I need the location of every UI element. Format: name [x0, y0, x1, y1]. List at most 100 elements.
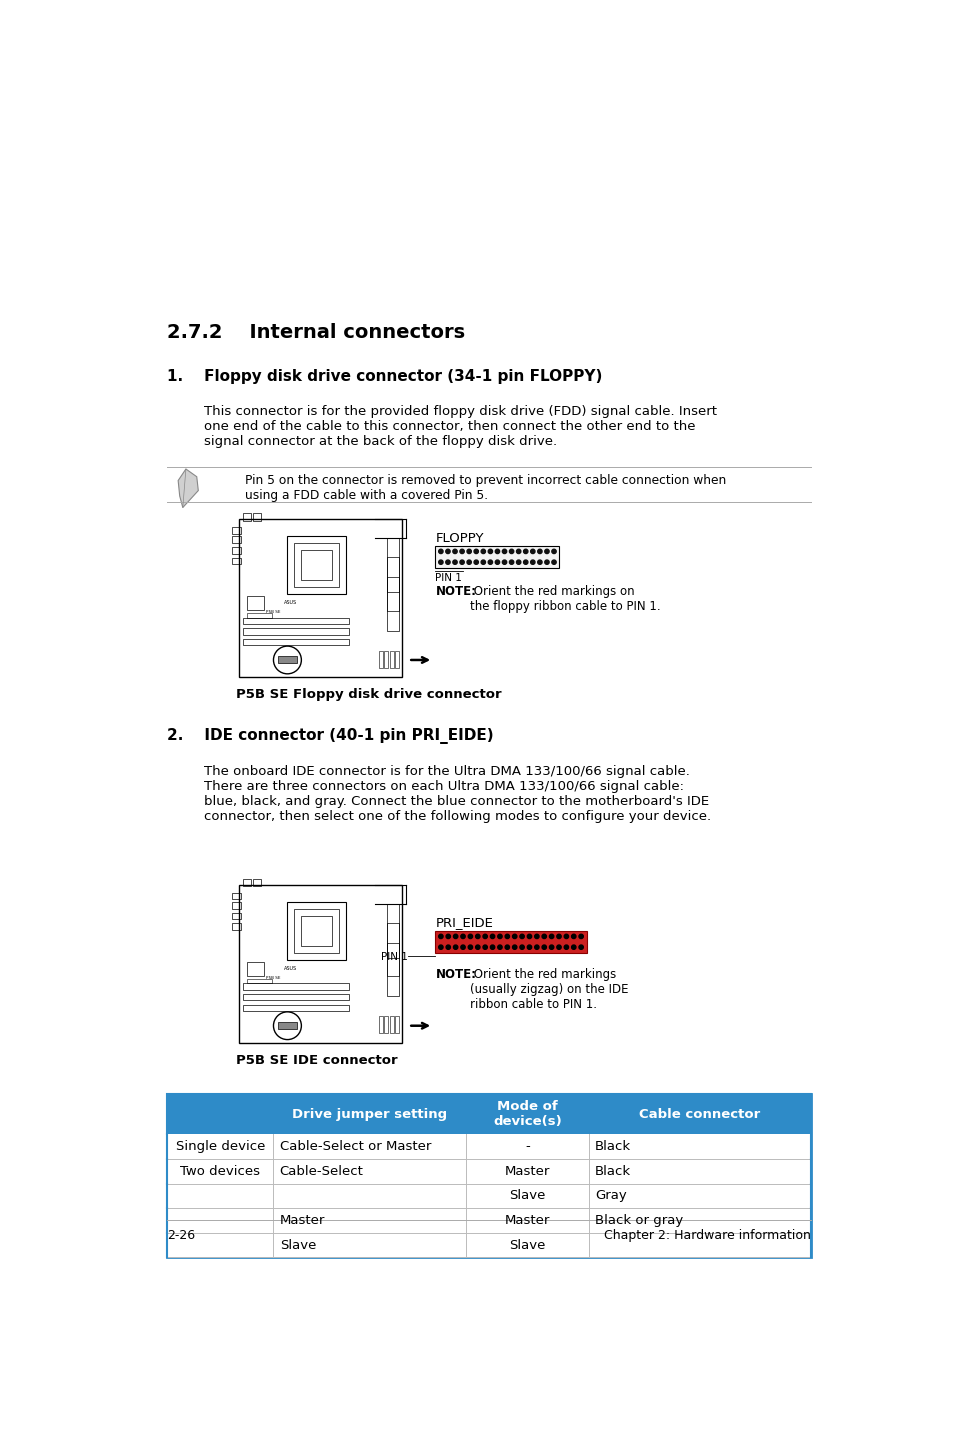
Circle shape — [530, 549, 535, 554]
Bar — [390, 651, 394, 667]
Circle shape — [459, 549, 464, 554]
Circle shape — [445, 559, 450, 564]
Text: Master: Master — [504, 1214, 550, 1227]
Text: NOTE:: NOTE: — [435, 968, 476, 981]
Text: Slave: Slave — [509, 1238, 545, 1251]
Bar — [167, 1183, 810, 1208]
Bar — [301, 549, 332, 580]
Circle shape — [453, 559, 456, 564]
Circle shape — [490, 945, 495, 949]
Text: Cable-Select: Cable-Select — [279, 1165, 363, 1178]
Circle shape — [571, 935, 576, 939]
Circle shape — [495, 549, 499, 554]
Circle shape — [537, 549, 541, 554]
Text: ASUS: ASUS — [284, 966, 297, 971]
Text: Master: Master — [504, 1165, 550, 1178]
Circle shape — [537, 559, 541, 564]
Circle shape — [468, 935, 472, 939]
Circle shape — [474, 559, 477, 564]
Circle shape — [453, 945, 457, 949]
Bar — [232, 913, 241, 919]
Bar — [386, 942, 398, 997]
Bar — [232, 526, 241, 533]
Bar — [167, 1159, 810, 1183]
Bar — [384, 651, 388, 667]
Bar — [378, 651, 382, 667]
Text: -: - — [524, 1140, 529, 1153]
Circle shape — [549, 945, 553, 949]
Text: Drive jumper setting: Drive jumper setting — [292, 1107, 447, 1120]
Circle shape — [527, 945, 531, 949]
Bar — [390, 1017, 394, 1034]
Bar — [378, 1017, 382, 1034]
Circle shape — [460, 945, 465, 949]
Bar — [386, 557, 398, 611]
Circle shape — [527, 935, 531, 939]
Circle shape — [468, 945, 472, 949]
Circle shape — [519, 945, 524, 949]
Text: ASUS: ASUS — [284, 600, 297, 605]
Bar — [167, 1135, 810, 1159]
Text: Orient the red markings on
the floppy ribbon cable to PIN 1.: Orient the red markings on the floppy ri… — [470, 584, 660, 613]
Circle shape — [578, 945, 582, 949]
Circle shape — [544, 559, 549, 564]
Bar — [167, 1094, 810, 1257]
Circle shape — [445, 549, 450, 554]
Circle shape — [495, 559, 499, 564]
Bar — [384, 1017, 388, 1034]
Bar — [232, 536, 241, 544]
Circle shape — [480, 549, 485, 554]
Bar — [386, 538, 398, 592]
Circle shape — [482, 935, 487, 939]
Text: PIN 1: PIN 1 — [380, 952, 407, 962]
Text: P5B SE IDE connector: P5B SE IDE connector — [235, 1054, 396, 1067]
Bar — [243, 513, 251, 521]
Bar — [167, 1232, 810, 1257]
Circle shape — [505, 945, 509, 949]
Circle shape — [505, 935, 509, 939]
Text: PRI_EIDE: PRI_EIDE — [435, 916, 493, 929]
Bar — [239, 519, 402, 677]
Circle shape — [544, 549, 549, 554]
Bar — [232, 546, 241, 554]
Bar — [294, 909, 338, 952]
Circle shape — [516, 559, 520, 564]
Circle shape — [446, 935, 450, 939]
Bar — [253, 513, 261, 521]
Circle shape — [476, 945, 479, 949]
Circle shape — [459, 559, 464, 564]
Bar — [435, 546, 558, 568]
Text: Master: Master — [279, 1214, 325, 1227]
Circle shape — [460, 935, 465, 939]
Bar — [287, 536, 345, 594]
Circle shape — [438, 549, 442, 554]
Bar — [232, 558, 241, 565]
Text: Black: Black — [595, 1165, 630, 1178]
Polygon shape — [178, 469, 198, 508]
Circle shape — [519, 935, 524, 939]
Text: Pin 5 on the connector is removed to prevent incorrect cable connection when
usi: Pin 5 on the connector is removed to pre… — [245, 473, 725, 502]
Circle shape — [502, 559, 506, 564]
Circle shape — [557, 945, 560, 949]
Bar — [386, 923, 398, 976]
Bar — [243, 1005, 349, 1011]
Bar — [232, 923, 241, 930]
Circle shape — [571, 945, 576, 949]
Bar — [386, 905, 398, 958]
Bar — [247, 597, 264, 610]
Text: Two devices: Two devices — [180, 1165, 260, 1178]
Circle shape — [488, 549, 492, 554]
Circle shape — [480, 559, 485, 564]
Bar — [301, 916, 332, 946]
Circle shape — [467, 559, 471, 564]
Text: FLOPPY: FLOPPY — [435, 532, 483, 545]
Circle shape — [467, 549, 471, 554]
Text: Slave: Slave — [509, 1189, 545, 1202]
Circle shape — [523, 559, 527, 564]
Circle shape — [453, 935, 457, 939]
Circle shape — [512, 945, 517, 949]
Bar — [253, 879, 261, 886]
Bar — [232, 902, 241, 909]
Text: 2.7.2    Internal connectors: 2.7.2 Internal connectors — [167, 322, 465, 342]
Text: Mode of
device(s): Mode of device(s) — [493, 1100, 561, 1129]
